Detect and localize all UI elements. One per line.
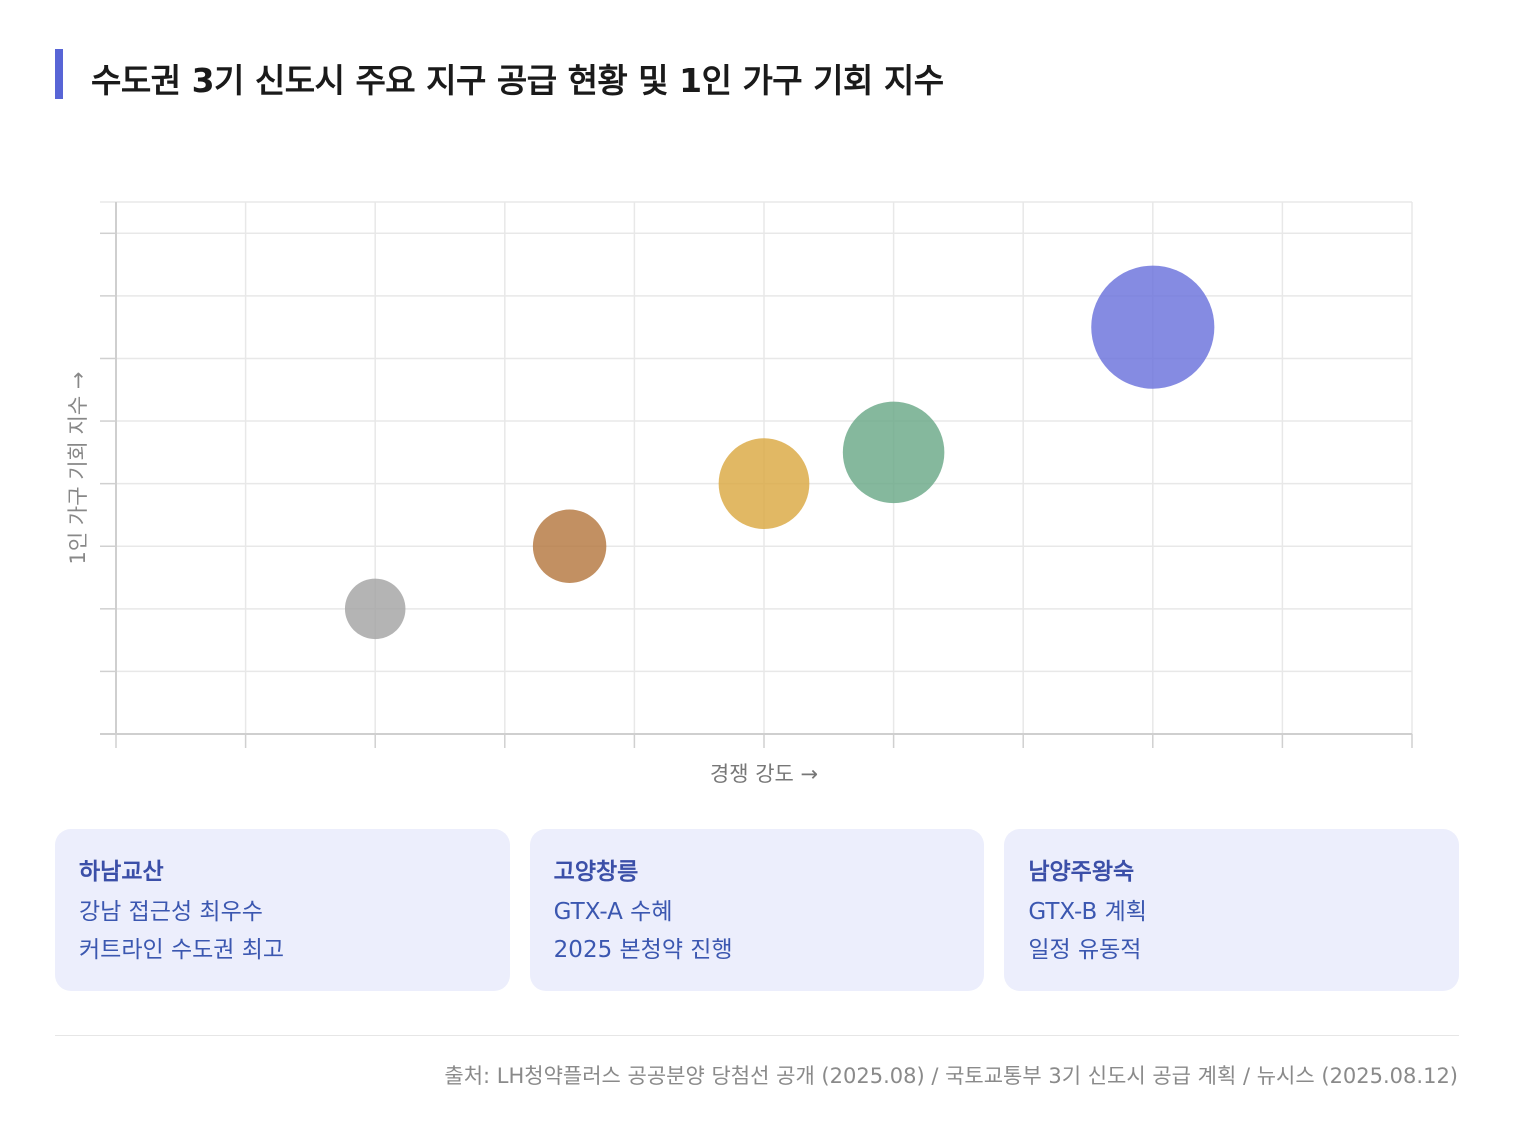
card-title: 남양주왕숙 <box>1028 859 1135 885</box>
title-accent-bar <box>55 49 63 99</box>
chart-bubbles <box>344 265 1215 640</box>
card-line: 2025 본청약 진행 <box>553 937 733 963</box>
card-line: 강남 접근성 최우수 <box>79 899 263 925</box>
bubble-point-5 <box>1091 265 1215 389</box>
x-axis-label: 경쟁 강도 → <box>710 762 818 786</box>
footer-divider <box>55 1035 1459 1036</box>
card-title: 고양창릉 <box>553 859 639 885</box>
card-line: 커트라인 수도권 최고 <box>79 937 285 963</box>
card-goyang-changneung: 고양창릉 GTX-A 수혜 2025 본청약 진행 <box>529 829 985 991</box>
bubble-chart: 경쟁 강도 → 1인 가구 기회 지수 → <box>66 201 1413 786</box>
bubble-point-1 <box>344 578 406 640</box>
card-title: 하남교산 <box>79 859 164 885</box>
district-cards: 하남교산 강남 접근성 최우수 커트라인 수도권 최고 고양창릉 GTX-A 수… <box>55 829 1460 991</box>
source-note: 출처: LH청약플러스 공공분양 당첨선 공개 (2025.08) / 국토교통… <box>444 1064 1458 1088</box>
card-line: GTX-B 계획 <box>1028 899 1147 925</box>
card-hanam-gyosan: 하남교산 강남 접근성 최우수 커트라인 수도권 최고 <box>55 829 510 991</box>
y-axis-label: 1인 가구 기회 지수 → <box>66 372 90 565</box>
card-line: GTX-A 수혜 <box>553 899 673 925</box>
bubble-point-3 <box>718 438 810 530</box>
bubble-point-2 <box>532 509 607 583</box>
page-title: 수도권 3기 신도시 주요 지구 공급 현황 및 1인 가구 기회 지수 <box>91 61 944 100</box>
card-line: 일정 유동적 <box>1028 937 1142 963</box>
card-namyangju-wangsuk: 남양주왕숙 GTX-B 계획 일정 유동적 <box>1004 829 1460 991</box>
bubble-point-4 <box>842 401 945 504</box>
